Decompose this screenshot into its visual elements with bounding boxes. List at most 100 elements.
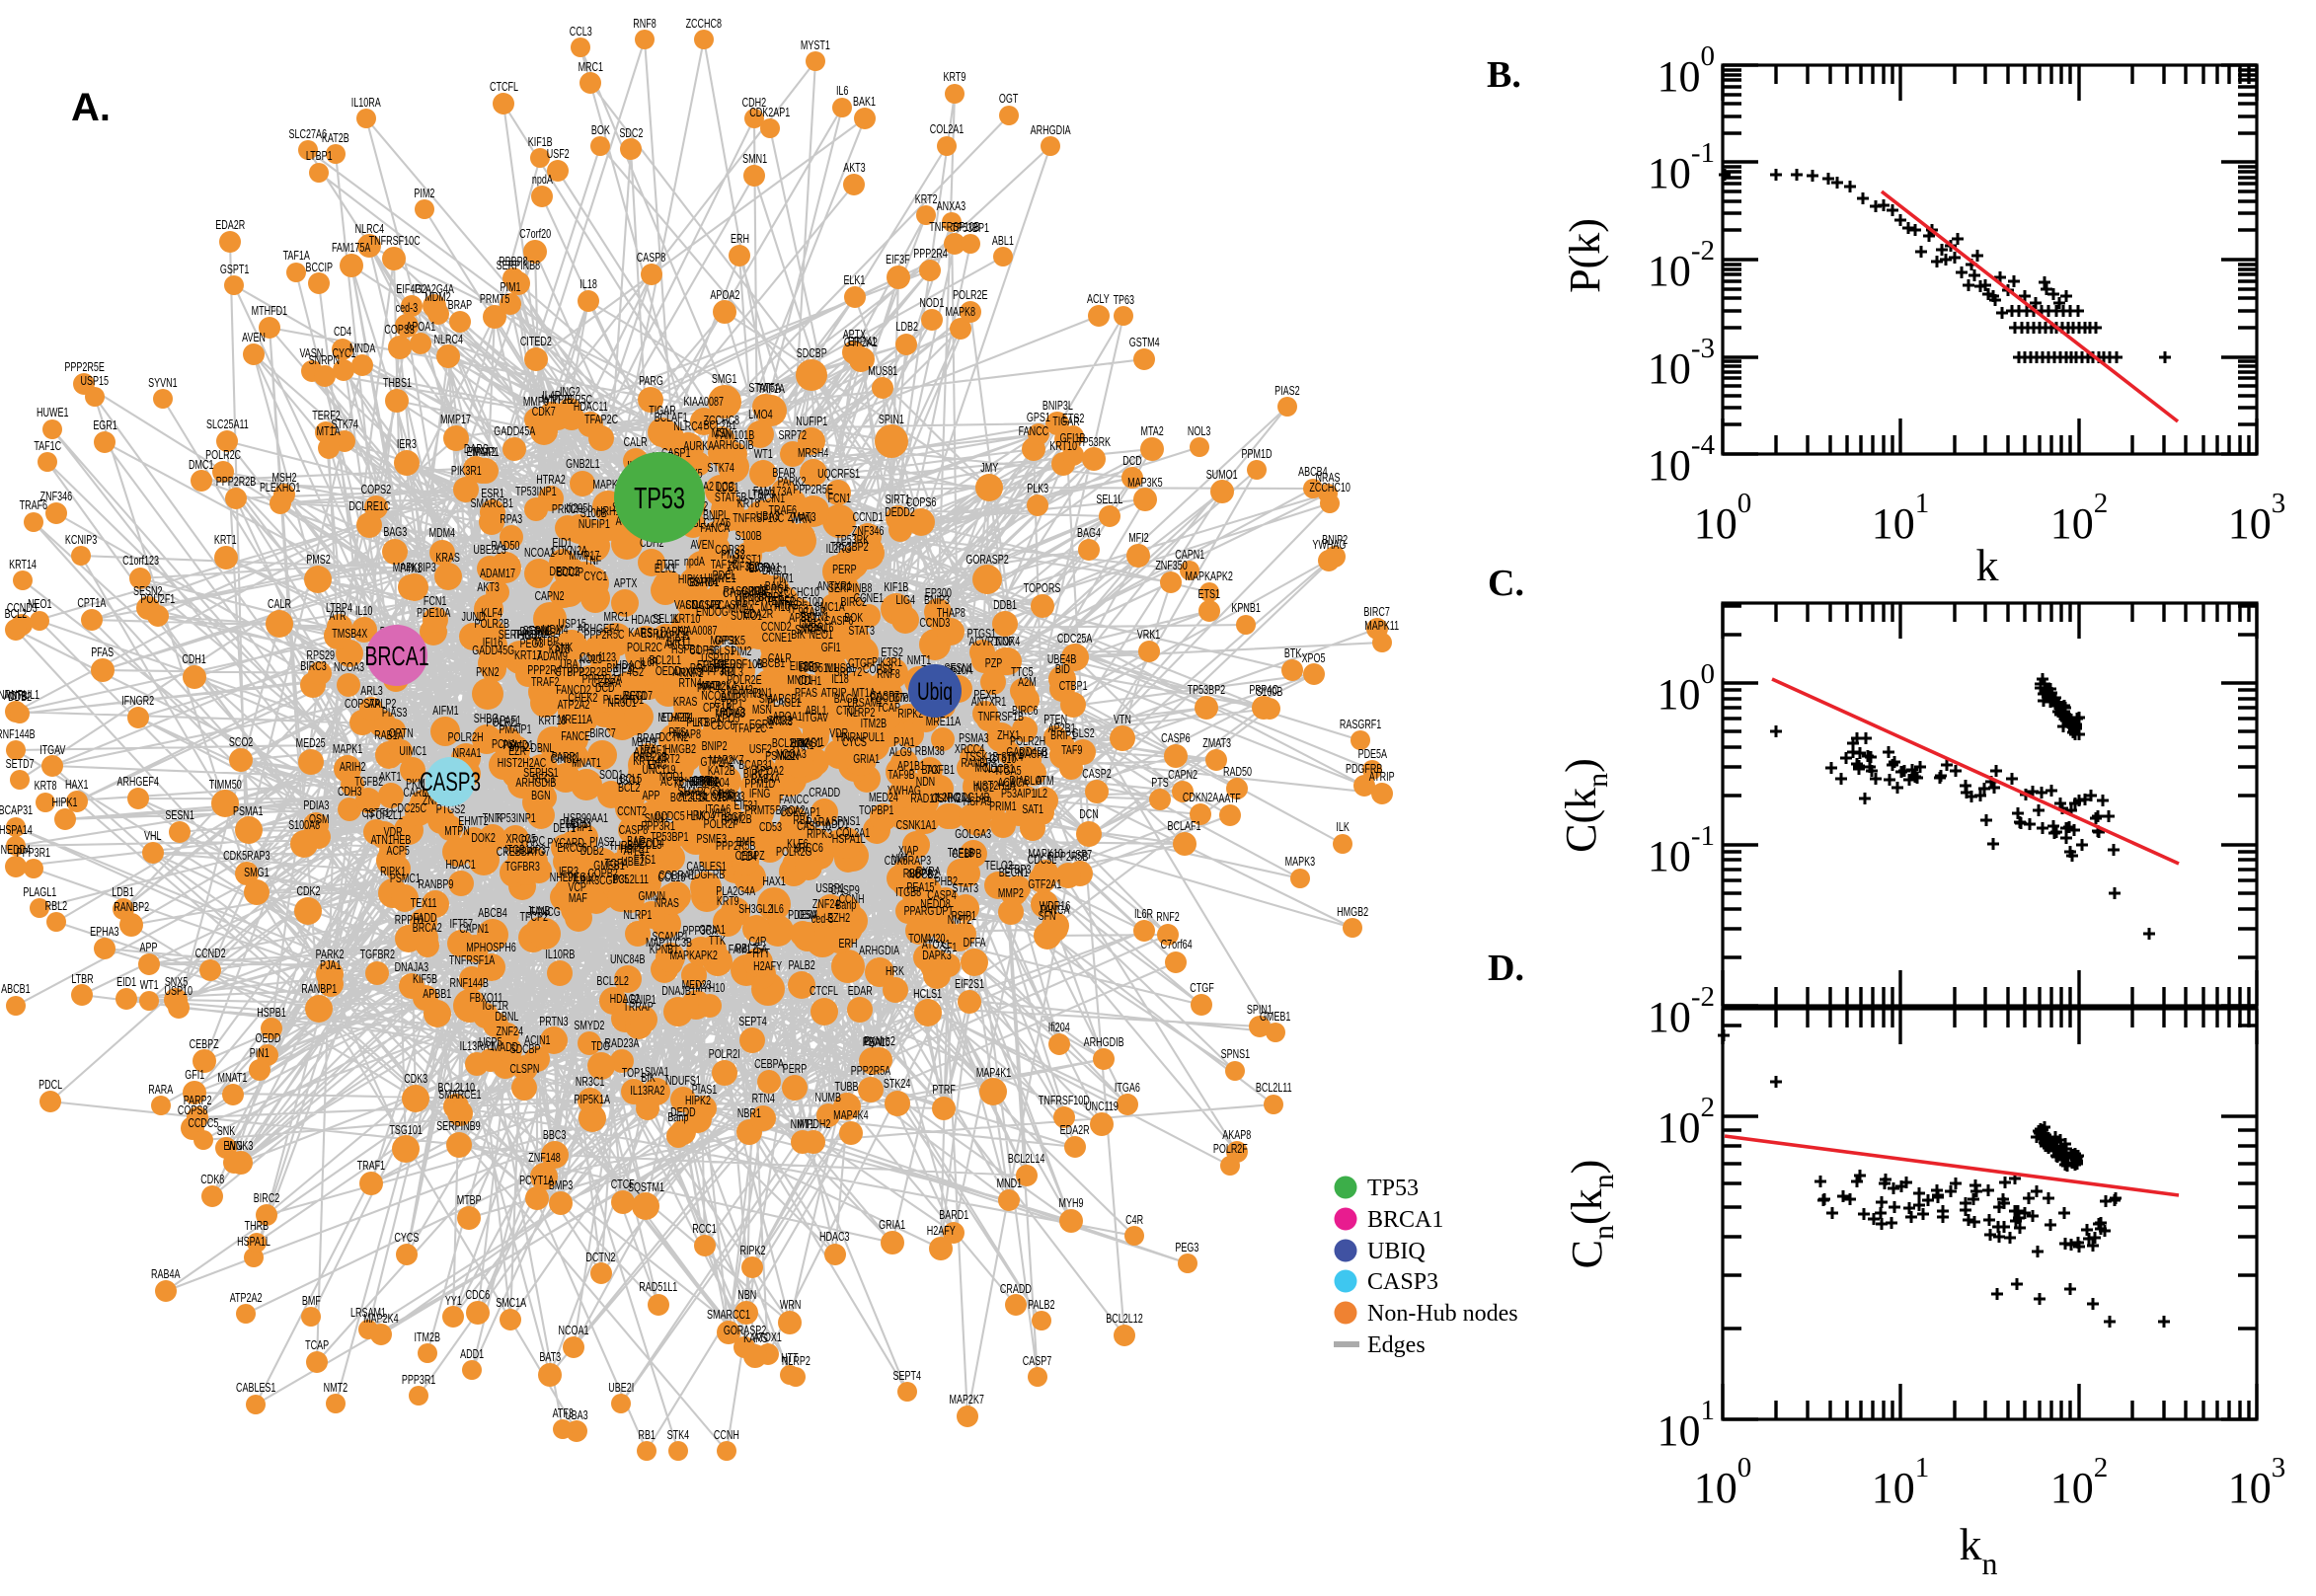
svg-text:PMAIP1: PMAIP1 bbox=[500, 723, 532, 737]
svg-text:BIRC6: BIRC6 bbox=[1012, 705, 1038, 719]
svg-text:MAP2K7: MAP2K7 bbox=[949, 1394, 983, 1407]
svg-text:NLRP2: NLRP2 bbox=[846, 707, 875, 721]
svg-text:DBNL: DBNL bbox=[495, 1011, 518, 1025]
svg-text:TRAF6: TRAF6 bbox=[768, 504, 796, 518]
svg-text:ARHGDIB: ARHGDIB bbox=[714, 439, 754, 453]
svg-text:P53AIP1: P53AIP1 bbox=[1001, 788, 1036, 801]
svg-text:SEPT4: SEPT4 bbox=[892, 1370, 920, 1384]
svg-text:AVEN: AVEN bbox=[690, 539, 714, 553]
svg-text:BFAR: BFAR bbox=[772, 467, 796, 481]
svg-text:BCL2L12: BCL2L12 bbox=[1106, 1313, 1142, 1327]
svg-text:HCLS1: HCLS1 bbox=[707, 645, 735, 658]
svg-text:TAF1C: TAF1C bbox=[711, 559, 738, 572]
svg-text:OGT: OGT bbox=[725, 811, 744, 825]
svg-text:MYH10: MYH10 bbox=[761, 601, 791, 615]
svg-text:TDG: TDG bbox=[591, 1040, 610, 1054]
svg-text:AP2B1: AP2B1 bbox=[1048, 722, 1076, 736]
svg-text:SMG1: SMG1 bbox=[712, 373, 736, 387]
svg-text:EGR1: EGR1 bbox=[749, 719, 773, 732]
svg-text:NRAS: NRAS bbox=[655, 897, 679, 911]
svg-text:ADD1: ADD1 bbox=[460, 1348, 484, 1362]
svg-text:PPP3R1: PPP3R1 bbox=[702, 665, 735, 679]
svg-text:FANCD2: FANCD2 bbox=[556, 684, 590, 698]
svg-text:HUWE1: HUWE1 bbox=[37, 407, 68, 420]
svg-text:PMS2: PMS2 bbox=[306, 554, 330, 568]
svg-text:NUMB: NUMB bbox=[815, 1092, 841, 1105]
svg-text:KIAA0087: KIAA0087 bbox=[677, 625, 717, 639]
svg-text:COPS3: COPS3 bbox=[715, 544, 744, 558]
svg-text:CCNE1: CCNE1 bbox=[854, 592, 884, 606]
svg-text:XRCC6: XRCC6 bbox=[793, 842, 822, 856]
svg-text:CITED2: CITED2 bbox=[520, 336, 552, 349]
svg-text:BBC3: BBC3 bbox=[543, 1129, 566, 1143]
svg-text:EZR: EZR bbox=[508, 745, 526, 759]
svg-text:MSN: MSN bbox=[752, 704, 772, 718]
svg-text:ITM2B: ITM2B bbox=[414, 1331, 439, 1345]
svg-text:SYVN1: SYVN1 bbox=[148, 377, 177, 391]
svg-text:ATG7: ATG7 bbox=[527, 846, 550, 860]
svg-text:ITGA6: ITGA6 bbox=[1115, 1082, 1140, 1096]
svg-text:SESN2: SESN2 bbox=[133, 585, 162, 599]
svg-text:EIF4G2: EIF4G2 bbox=[396, 283, 426, 297]
svg-text:KAT2B: KAT2B bbox=[322, 132, 349, 146]
svg-text:BOK: BOK bbox=[844, 612, 864, 626]
svg-text:RXRA: RXRA bbox=[916, 866, 942, 879]
svg-text:NUCB2: NUCB2 bbox=[908, 869, 938, 882]
svg-text:MADD: MADD bbox=[493, 1041, 519, 1055]
svg-text:C7orf64: C7orf64 bbox=[723, 587, 754, 601]
svg-text:ITGB18P3: ITGB18P3 bbox=[504, 844, 546, 858]
svg-text:PIN1: PIN1 bbox=[250, 1047, 270, 1061]
svg-text:ZNF350: ZNF350 bbox=[1155, 560, 1187, 573]
svg-text:NR4A1: NR4A1 bbox=[453, 747, 482, 761]
svg-text:PSMD1: PSMD1 bbox=[502, 739, 533, 753]
svg-text:LTBR: LTBR bbox=[71, 973, 93, 987]
svg-text:APBB1: APBB1 bbox=[789, 612, 817, 626]
svg-text:CAPN2: CAPN2 bbox=[535, 590, 565, 604]
svg-text:TAF9: TAF9 bbox=[1061, 744, 1082, 758]
svg-text:ADAM17: ADAM17 bbox=[480, 568, 515, 581]
svg-text:POLR2H: POLR2H bbox=[1010, 735, 1045, 749]
svg-text:EZH2: EZH2 bbox=[827, 912, 850, 926]
svg-text:PRKCH: PRKCH bbox=[552, 503, 582, 517]
svg-text:NEDD4: NEDD4 bbox=[634, 837, 663, 851]
svg-text:PIK3CG: PIK3CG bbox=[580, 874, 613, 888]
svg-text:DNAJB1: DNAJB1 bbox=[661, 985, 695, 999]
svg-text:CCNH: CCNH bbox=[839, 893, 865, 907]
svg-text:GLS2: GLS2 bbox=[1072, 727, 1095, 741]
svg-text:PLAGL1: PLAGL1 bbox=[23, 886, 56, 900]
svg-text:NEO1: NEO1 bbox=[28, 598, 51, 612]
svg-text:APLP2: APLP2 bbox=[368, 698, 396, 712]
svg-text:HIPK2: HIPK2 bbox=[685, 1095, 711, 1108]
svg-text:RNF8: RNF8 bbox=[633, 18, 656, 32]
svg-text:SLC25A11: SLC25A11 bbox=[206, 418, 249, 432]
svg-text:ABL1: ABL1 bbox=[992, 235, 1014, 249]
svg-text:MNDA: MNDA bbox=[349, 342, 376, 356]
svg-text:CDH2: CDH2 bbox=[742, 97, 766, 111]
svg-text:ZCCHC10: ZCCHC10 bbox=[779, 586, 819, 600]
svg-text:TRAF6: TRAF6 bbox=[20, 499, 47, 513]
svg-text:KCNIP3: KCNIP3 bbox=[65, 534, 97, 548]
svg-text:CASP4: CASP4 bbox=[718, 599, 746, 613]
svg-text:GTF2A2: GTF2A2 bbox=[700, 756, 733, 770]
svg-text:C1orf123: C1orf123 bbox=[122, 555, 159, 569]
svg-text:PPP3R1: PPP3R1 bbox=[17, 847, 50, 861]
svg-text:COL2A1: COL2A1 bbox=[836, 827, 870, 841]
svg-text:CALR: CALR bbox=[624, 436, 648, 450]
svg-text:CDK2: CDK2 bbox=[296, 885, 320, 899]
svg-text:PPARG: PPARG bbox=[904, 905, 935, 919]
svg-text:ERH: ERH bbox=[838, 938, 857, 951]
svg-text:PPP3CA: PPP3CA bbox=[682, 925, 718, 939]
svg-text:KAT5: KAT5 bbox=[549, 644, 571, 657]
svg-text:k: k bbox=[1976, 540, 1999, 590]
svg-text:OPTN: OPTN bbox=[692, 775, 717, 789]
svg-text:KIAA0087: KIAA0087 bbox=[684, 396, 724, 410]
svg-text:COPS6: COPS6 bbox=[906, 496, 936, 510]
svg-text:PEG3: PEG3 bbox=[1175, 1242, 1198, 1255]
svg-text:DEDD: DEDD bbox=[718, 658, 743, 672]
svg-text:FANCE: FANCE bbox=[561, 730, 590, 744]
svg-text:RANBP2: RANBP2 bbox=[114, 901, 149, 915]
svg-text:ABCB1: ABCB1 bbox=[1, 983, 30, 997]
svg-text:PLA2G4A: PLA2G4A bbox=[716, 885, 756, 899]
svg-text:APAF1: APAF1 bbox=[494, 715, 521, 728]
svg-text:PDCL: PDCL bbox=[39, 1079, 62, 1093]
